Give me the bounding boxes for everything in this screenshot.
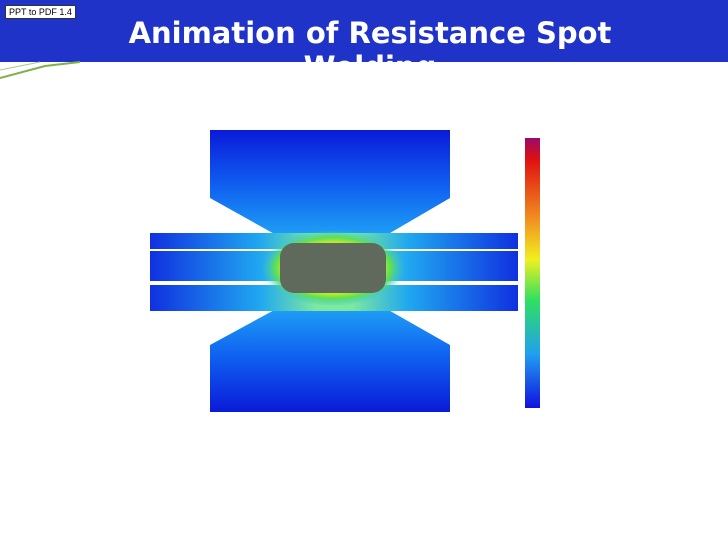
watermark-label: PPT to PDF 1.4 xyxy=(5,5,76,19)
decor-line xyxy=(0,61,41,71)
top-electrode xyxy=(210,130,450,236)
color-scale xyxy=(525,138,540,408)
decor-line xyxy=(0,61,81,79)
bottom-electrode xyxy=(210,308,450,412)
weld-nugget xyxy=(280,243,386,293)
slide-title: Animation of Resistance Spot Welding xyxy=(128,16,612,84)
title-banner xyxy=(0,0,728,62)
